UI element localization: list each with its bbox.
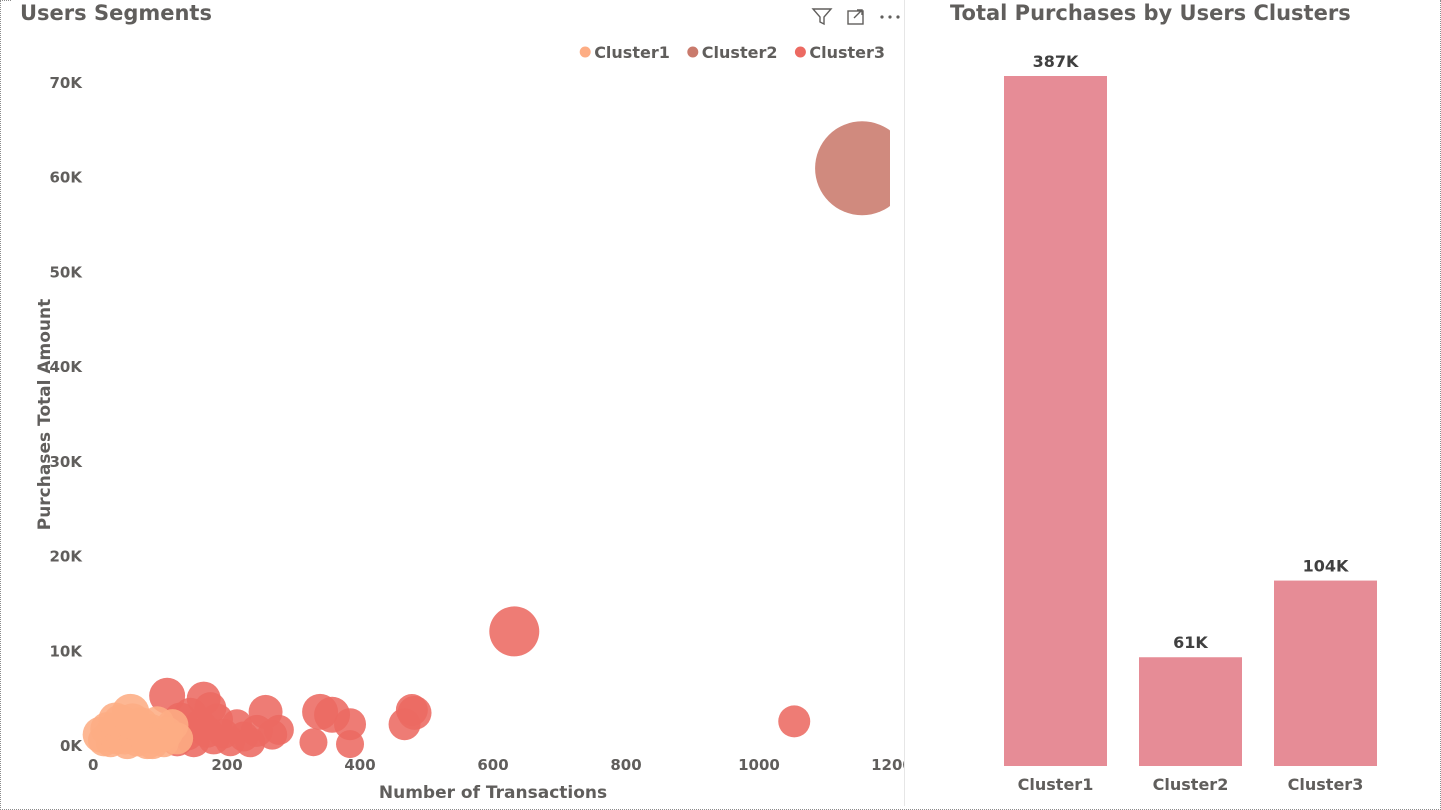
data-point-cluster3 <box>778 705 811 738</box>
x-tick-label: 1000 <box>738 756 780 774</box>
data-point-cluster1 <box>161 722 194 755</box>
data-label: 104K <box>1303 557 1349 576</box>
data-point-cluster3 <box>397 695 432 730</box>
bar-title: Total Purchases by Users Clusters <box>950 1 1351 25</box>
more-options-icon[interactable] <box>878 6 902 28</box>
bar-cluster3 <box>1274 580 1377 766</box>
scatter-points <box>82 121 890 760</box>
legend-marker-cluster3 <box>794 46 806 58</box>
legend-marker-cluster1 <box>579 46 591 58</box>
bar-chart: 387K Cluster1 61K Cluster2 104K Cluster3 <box>1004 52 1377 794</box>
x-tick-label: 200 <box>211 756 242 774</box>
x-tick-label: 400 <box>344 756 375 774</box>
x-category-label: Cluster1 <box>1018 775 1094 794</box>
data-point-cluster3 <box>299 728 328 757</box>
data-point-cluster1 <box>136 727 169 760</box>
bar-cluster2 <box>1139 657 1242 766</box>
data-point-cluster3 <box>263 714 294 745</box>
visual-header-icons <box>810 6 902 28</box>
y-tick-label: 0K <box>60 737 83 755</box>
focus-mode-icon[interactable] <box>844 6 868 28</box>
x-category-label: Cluster3 <box>1288 775 1364 794</box>
x-axis-title: Number of Transactions <box>379 783 607 803</box>
users-segments-visual[interactable]: Users Segments 0K 10K 20K 30K 40K 50K 60K 70K 0 2… <box>12 0 905 806</box>
data-point-cluster2 <box>815 121 890 216</box>
scatter-title: Users Segments <box>20 1 212 25</box>
y-tick-label: 20K <box>50 548 84 566</box>
legend-label-cluster3: Cluster3 <box>809 43 885 62</box>
y-tick-label: 70K <box>50 74 84 92</box>
y-tick-label: 60K <box>50 169 84 187</box>
legend-marker-cluster2 <box>687 46 699 58</box>
data-label: 61K <box>1173 633 1208 652</box>
x-tick-label: 0 <box>88 756 98 774</box>
y-tick-label: 40K <box>50 358 84 376</box>
data-point-cluster3 <box>336 730 365 759</box>
data-label: 387K <box>1033 52 1079 71</box>
x-tick-label: 1200 <box>871 756 904 774</box>
scatter-chart: 0K 10K 20K 30K 40K 50K 60K 70K 0 200 400 600 800 1000… <box>35 43 904 803</box>
x-category-label: Cluster2 <box>1153 775 1229 794</box>
legend-label-cluster1: Cluster1 <box>594 43 670 62</box>
data-point-cluster1 <box>114 703 151 740</box>
x-tick-label: 600 <box>477 756 508 774</box>
data-point-cluster3 <box>489 606 540 657</box>
legend-label-cluster2: Cluster2 <box>702 43 778 62</box>
y-tick-label: 30K <box>50 453 84 471</box>
y-axis-title: Purchases Total Amount <box>35 299 55 531</box>
filter-icon[interactable] <box>810 6 834 28</box>
y-tick-label: 50K <box>50 263 84 281</box>
x-tick-label: 800 <box>610 756 641 774</box>
y-tick-label: 10K <box>50 642 84 660</box>
bar-cluster1 <box>1004 76 1107 766</box>
data-point-cluster3 <box>334 708 367 741</box>
total-purchases-visual[interactable]: Total Purchases by Users Clusters 387K Cl… <box>905 0 1440 806</box>
